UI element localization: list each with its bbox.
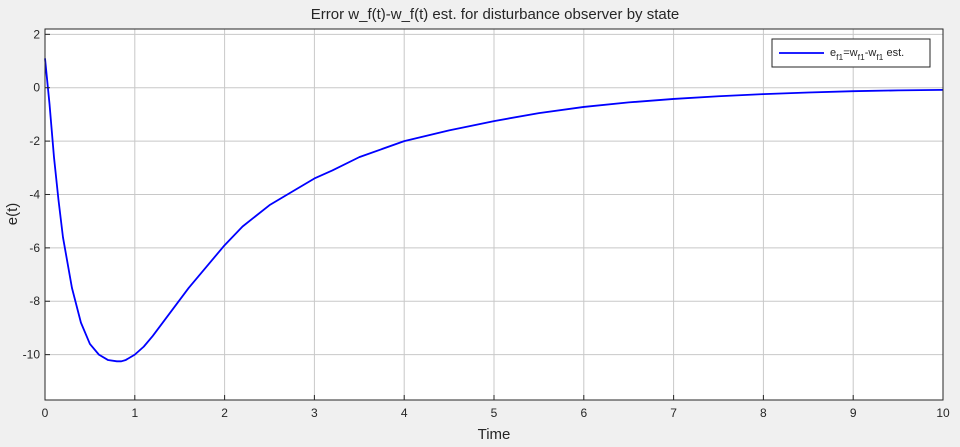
y-tick-label: 2	[33, 27, 40, 41]
x-tick-label: 10	[936, 406, 950, 420]
legend[interactable]: ef1=wf1-wf1 est.	[771, 38, 931, 68]
y-tick-label: -8	[29, 294, 40, 308]
y-tick-label: -6	[29, 241, 40, 255]
x-tick-label: 4	[401, 406, 408, 420]
legend-sub-1: f1	[836, 52, 843, 62]
x-tick-label: 0	[42, 406, 49, 420]
y-axis-label: e(t)	[4, 203, 21, 226]
legend-base-e: e	[830, 47, 836, 59]
x-tick-labels: 0 1 2 3 4 5 6 7 8 9 10	[42, 406, 950, 420]
plot-area	[44, 28, 944, 401]
x-tick-label: 7	[670, 406, 677, 420]
series-line	[44, 58, 944, 363]
x-tick-label: 1	[131, 406, 138, 420]
x-tick-label: 3	[311, 406, 318, 420]
y-tick-label: 0	[33, 81, 40, 95]
axis-ticks	[44, 33, 944, 400]
legend-est: est.	[883, 47, 904, 59]
grid-lines	[44, 29, 944, 400]
legend-sub-3: f1	[876, 52, 883, 62]
x-tick-label: 6	[580, 406, 587, 420]
x-axis-label: Time	[478, 426, 511, 443]
chart-title: Error w_f(t)-w_f(t) est. for disturbance…	[311, 6, 679, 23]
legend-label: ef1=wf1-wf1 est.	[830, 47, 904, 62]
legend-minus-w: -w	[865, 47, 877, 59]
y-tick-labels: 2 0 -2 -4 -6 -8 -10	[23, 27, 41, 361]
y-tick-label: -10	[23, 348, 41, 362]
y-tick-label: -2	[29, 134, 40, 148]
x-tick-label: 8	[760, 406, 767, 420]
y-tick-label: -4	[29, 187, 40, 201]
legend-eq-w: =w	[843, 47, 857, 59]
x-tick-label: 5	[491, 406, 498, 420]
data-series	[44, 58, 944, 363]
x-tick-label: 9	[850, 406, 857, 420]
x-tick-label: 2	[221, 406, 228, 420]
legend-sub-2: f1	[858, 52, 865, 62]
